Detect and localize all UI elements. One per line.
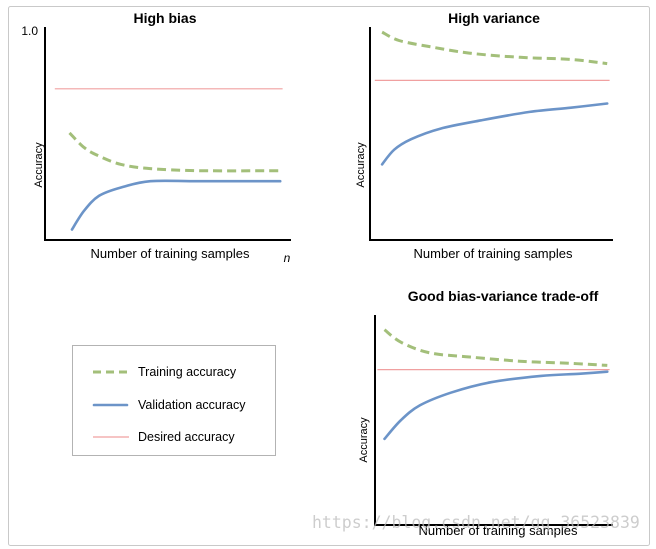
legend-item-desired-accuracy: Desired accuracy [93, 430, 235, 444]
tick-labels: 1.0 n [21, 24, 290, 265]
good-bias-variance-trade-off-training-accuracy-line [383, 328, 608, 367]
high-variance-validation-accuracy-line [380, 102, 609, 166]
y-axis-label: Accuracy [358, 417, 370, 463]
high-variance-training-accuracy-line [381, 30, 608, 66]
x-axis-label: Number of training samples [419, 523, 578, 538]
figure-border [8, 6, 650, 546]
chart-high-bias: High bias Accuracy Number of training sa… [21, 10, 291, 265]
legend: Training accuracy Validation accuracy De… [72, 345, 276, 456]
plot-area [377, 328, 610, 441]
y-axis-label: Accuracy [33, 142, 45, 188]
chart-high-variance: High variance Accuracy Number of trainin… [355, 10, 613, 261]
chart-good-bias-variance-trade-off: Good bias-variance trade-off Accuracy Nu… [358, 288, 613, 538]
plot-area [374, 30, 610, 166]
plot-area [54, 88, 283, 231]
chart-title: High variance [448, 10, 540, 26]
x-axis-label: Number of training samples [91, 246, 250, 261]
watermark: https://blog.csdn.net/qq_36523839 [312, 513, 640, 532]
legend-label-desired-accuracy: Desired accuracy [138, 430, 235, 444]
high-bias-training-accuracy-line [68, 131, 281, 173]
high-bias-x-tick-label: n [284, 251, 291, 265]
x-axis-label: Number of training samples [414, 246, 573, 261]
chart-title: High bias [133, 10, 196, 26]
y-axis-label: Accuracy [355, 142, 367, 188]
legend-label-validation-accuracy: Validation accuracy [138, 398, 246, 412]
high-bias-y-tick-label: 1.0 [21, 24, 38, 38]
legend-item-training-accuracy: Training accuracy [93, 365, 237, 379]
good-bias-variance-trade-off-validation-accuracy-line [383, 370, 609, 441]
high-bias-validation-accuracy-line [70, 179, 282, 231]
legend-item-validation-accuracy: Validation accuracy [92, 398, 246, 412]
legend-label-training-accuracy: Training accuracy [138, 365, 237, 379]
chart-title: Good bias-variance trade-off [408, 288, 599, 304]
